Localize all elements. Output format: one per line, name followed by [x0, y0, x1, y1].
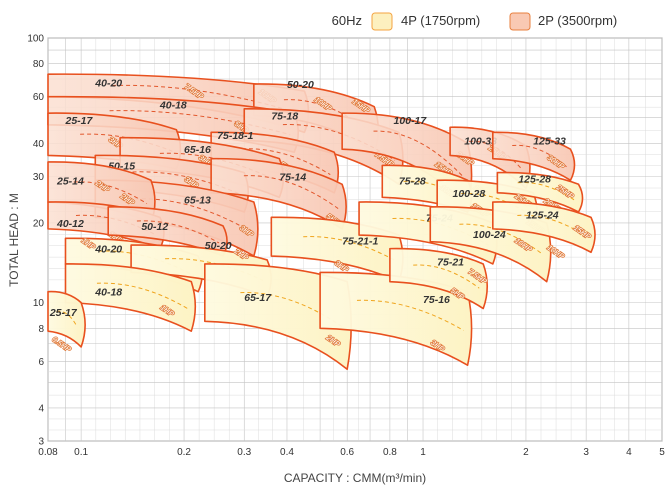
region-outline: [492, 201, 596, 254]
region-outline: [210, 157, 347, 230]
impeller-curve: [96, 282, 188, 309]
y-tick-label: 6: [38, 357, 44, 368]
region-label: 25-14: [56, 175, 84, 187]
impeller-curve: [459, 223, 543, 255]
region-label: 75-16: [423, 294, 450, 306]
region-label: 25-17: [64, 115, 93, 127]
region-outline: [64, 263, 197, 332]
x-tick-label: 0.8: [383, 447, 397, 458]
y-tick-label: 40: [33, 139, 45, 150]
impeller-curve: [136, 220, 220, 244]
x-tick-label: 0.6: [340, 447, 354, 458]
impeller-curve: [56, 310, 78, 328]
region-outline: [47, 290, 86, 348]
region-label: 65-13: [184, 195, 211, 207]
region-label: 75-28: [399, 175, 426, 187]
impeller-curve: [75, 214, 157, 236]
region-outline: [492, 131, 576, 182]
region-label: 40-20: [94, 244, 122, 256]
x-axis-title: CAPACITY : CMM(m³/min): [284, 471, 426, 485]
x-tick-label: 2: [523, 447, 529, 458]
legend-label-4p: 4P (1750rpm): [401, 13, 480, 28]
impeller-curve: [356, 299, 464, 331]
region-label: 40-12: [56, 218, 84, 230]
regions-2p: 40-207.5HP10HP50-2010HP15HP40-185HP75-18…: [47, 73, 576, 257]
region-label: 100-24: [473, 229, 506, 241]
region-label: 75-18: [271, 110, 298, 122]
y-tick-label: 100: [27, 34, 44, 45]
y-tick-label: 10: [33, 298, 45, 309]
x-tick-label: 0.1: [74, 447, 88, 458]
impeller-curve: [392, 217, 490, 246]
y-tick-label: 80: [33, 59, 45, 70]
impeller-curve: [283, 99, 371, 132]
impeller-curve: [413, 264, 480, 289]
x-tick-label: 0.08: [38, 447, 58, 458]
impeller-curve: [73, 181, 148, 205]
y-axis-title: TOTAL HEAD : M: [7, 193, 21, 287]
region-label: 75-21: [437, 257, 464, 269]
y-tick-label: 4: [38, 403, 44, 414]
x-tick-label: 1: [420, 447, 426, 458]
y-tick-labels: 3 4 6 8 10 20 30 40 60 80 100: [27, 34, 44, 448]
y-tick-label: 20: [33, 218, 45, 229]
region-label: 75-14: [279, 171, 306, 183]
region-label: 40-18: [159, 100, 187, 112]
region-label: 50-20: [205, 240, 232, 252]
region-label: 125-33: [533, 135, 566, 147]
x-tick-label: 4: [626, 447, 632, 458]
impeller-curve: [243, 175, 339, 209]
region-label: 100-28: [453, 188, 486, 200]
region-label: 125-24: [526, 210, 559, 222]
impeller-curve: [98, 250, 195, 277]
legend-swatch-4p: [371, 12, 393, 31]
impeller-curve: [517, 214, 588, 238]
x-tick-label: 3: [583, 447, 589, 458]
region-label: 100-17: [394, 115, 428, 127]
region-outline: [389, 247, 489, 310]
region-label: 75-18-1: [217, 130, 253, 142]
impeller-curve: [373, 130, 464, 178]
region-label: 40-20: [94, 77, 122, 89]
legend-swatch-2p: [509, 12, 531, 31]
x-tick-label: 5: [659, 447, 665, 458]
legend: 60Hz 4P (1750rpm) 2P (3500rpm): [332, 12, 617, 31]
x-tick-labels: 0.08 0.1 0.2 0.3 0.4 0.6 0.8 1 2 3 4 5: [38, 447, 665, 458]
legend-label-2p: 2P (3500rpm): [538, 13, 617, 28]
legend-frequency: 60Hz: [332, 13, 362, 28]
impeller-curve: [241, 148, 331, 175]
region-outline: [107, 206, 228, 257]
region-label: 125-28: [518, 173, 551, 185]
x-tick-label: 0.3: [237, 447, 251, 458]
region-label: 50-20: [287, 79, 314, 91]
region-label: 40-18: [94, 287, 122, 299]
impeller-curve: [112, 84, 301, 115]
y-tick-label: 8: [38, 324, 44, 335]
y-tick-label: 30: [33, 172, 45, 183]
y-tick-label: 3: [38, 437, 44, 448]
region-label: 100-33: [464, 135, 497, 147]
region-label: 50-12: [141, 221, 168, 233]
region-label: 65-16: [184, 144, 211, 156]
impeller-curve: [517, 182, 575, 201]
x-tick-label: 0.2: [177, 447, 191, 458]
impeller-curve: [303, 236, 396, 261]
region-2p-50-12: 50-12: [107, 206, 228, 257]
impeller-curve: [165, 258, 264, 281]
impeller-curve: [134, 198, 251, 232]
x-tick-label: 0.4: [280, 447, 294, 458]
region-label: 75-21-1: [342, 235, 378, 247]
region-label: 25-17: [49, 307, 78, 319]
y-tick-label: 60: [33, 92, 45, 103]
region-label: 65-17: [244, 292, 272, 304]
impeller-curve: [240, 292, 344, 328]
